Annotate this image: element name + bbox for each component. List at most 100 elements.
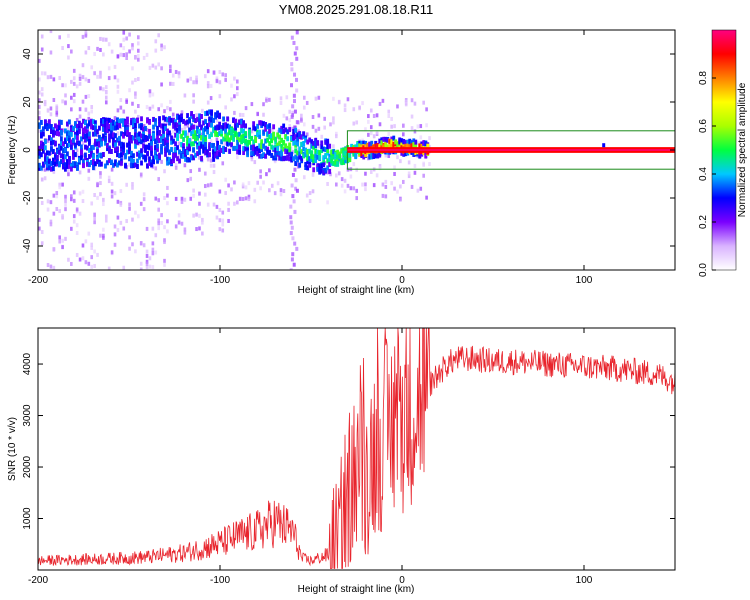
spectrogram-cell [75,252,79,257]
spectrogram-cell [291,110,294,115]
spectrogram-cell [320,143,324,149]
spectrogram-cell [171,73,175,78]
spectrogram-cell [66,143,69,149]
spectrogram-cell [270,138,274,144]
spectrogram-cell [92,125,95,131]
spectrogram-cell [376,144,380,150]
spectrogram-cell [282,146,286,152]
spectrogram-cell [96,138,99,144]
spectrogram-cell [334,159,338,165]
spectrogram-cell [412,142,416,148]
spectrogram-cell [378,164,382,169]
spectrogram-cell [366,142,370,148]
spectrogram-cell [292,156,296,162]
spectrogram-cell [93,249,96,254]
spectrogram-cell [168,130,171,136]
spectrogram-cell [332,160,336,166]
spectrogram-cell [122,226,126,231]
spectrogram-cell [206,150,209,156]
spectrogram-cell [80,123,83,129]
x-tick-label: 0 [399,275,405,286]
spectrogram-cell [110,133,113,139]
spectrogram-cell [188,146,191,152]
spectrogram-cell [367,114,370,119]
spectrogram-cell [72,149,75,155]
spectrogram-cell [292,140,296,146]
spectrogram-cell [116,131,120,136]
spectrogram-cell [227,183,230,188]
x-tick-label: -100 [210,575,230,586]
spectrogram-cell [154,154,157,160]
spectrogram-cell [276,142,280,148]
spectrogram-cell [192,213,195,218]
spectrogram-cell [61,213,64,218]
y-tick-label: 1000 [22,507,33,530]
spectrogram-cell [116,89,120,94]
spectrogram-cell [119,98,123,103]
spectrogram-cell [274,147,278,153]
spectrogram-cell [188,118,191,124]
spectrogram-cell [198,113,201,119]
spectrogram-cell [38,116,41,121]
spectrogram-cell [292,199,296,204]
spectrogram-cell [208,146,211,152]
y-tick-label: 4000 [22,352,33,375]
spectrogram-cell [119,202,123,207]
spectrogram-cell [232,133,235,139]
spectrogram-cell [418,153,422,159]
spectrogram-cell [406,139,410,145]
spectrogram-cell [76,123,79,129]
spectrogram-cell [140,139,143,145]
spectrogram-cell [372,152,376,158]
spectrogram-cell [298,131,302,137]
spectrogram-cell [220,147,223,153]
spectrogram-cell [88,162,91,168]
spectrogram-cell [378,151,382,157]
spectrogram-cell [316,149,320,155]
spectrogram-cell [72,92,76,97]
spectrogram-cell [336,149,340,155]
spectrogram-cell [86,129,89,135]
spectrogram-cell [157,207,160,212]
spectrogram-cell [294,178,298,183]
spectrogram-cell [276,181,280,186]
spectrogram-cell [419,135,423,140]
spectrogram-cell [107,266,111,270]
spectrogram-cell [396,189,399,194]
spectrogram-cell [330,150,334,156]
spectrogram-cell [324,152,328,158]
spectrogram-cell [198,122,201,128]
spectrogram-cell [200,143,203,149]
spectrogram-cell [118,153,121,159]
spectrogram-cell [404,102,408,107]
spectrogram-cell [116,199,120,204]
spectrogram-cell [202,130,205,136]
spectrogram-cell [90,109,94,114]
spectrogram-cell [180,153,183,159]
spectrogram-cell [137,114,140,119]
spectrogram-cell [94,125,97,131]
spectrogram-cell [68,138,71,144]
spectrogram-cell [64,128,67,134]
spectrogram-cell [328,153,332,159]
spectrogram-cell [232,145,235,151]
spectrogram-cell [124,126,127,132]
spectrogram-cell [113,242,117,247]
spectrogram-cell [124,130,127,136]
x-tick-label: -200 [28,575,48,586]
spectrogram-cell [280,137,284,143]
spectrogram-cell [102,233,105,238]
spectrogram-cell [396,141,400,147]
spectrogram-cell [180,117,183,123]
spectrogram-cell [279,100,283,105]
spectrogram-cell [291,194,295,199]
spectrogram-cell [370,144,374,150]
spectrogram-cell [318,169,322,175]
spectrogram-cell [195,113,198,118]
spectrogram-cell [168,120,171,126]
spectrogram-cell [362,154,366,160]
spectrogram-cell [61,182,64,187]
spectrogram-cell [128,162,131,167]
spectrogram-cell [268,188,271,193]
spectrogram-cell [134,109,137,114]
